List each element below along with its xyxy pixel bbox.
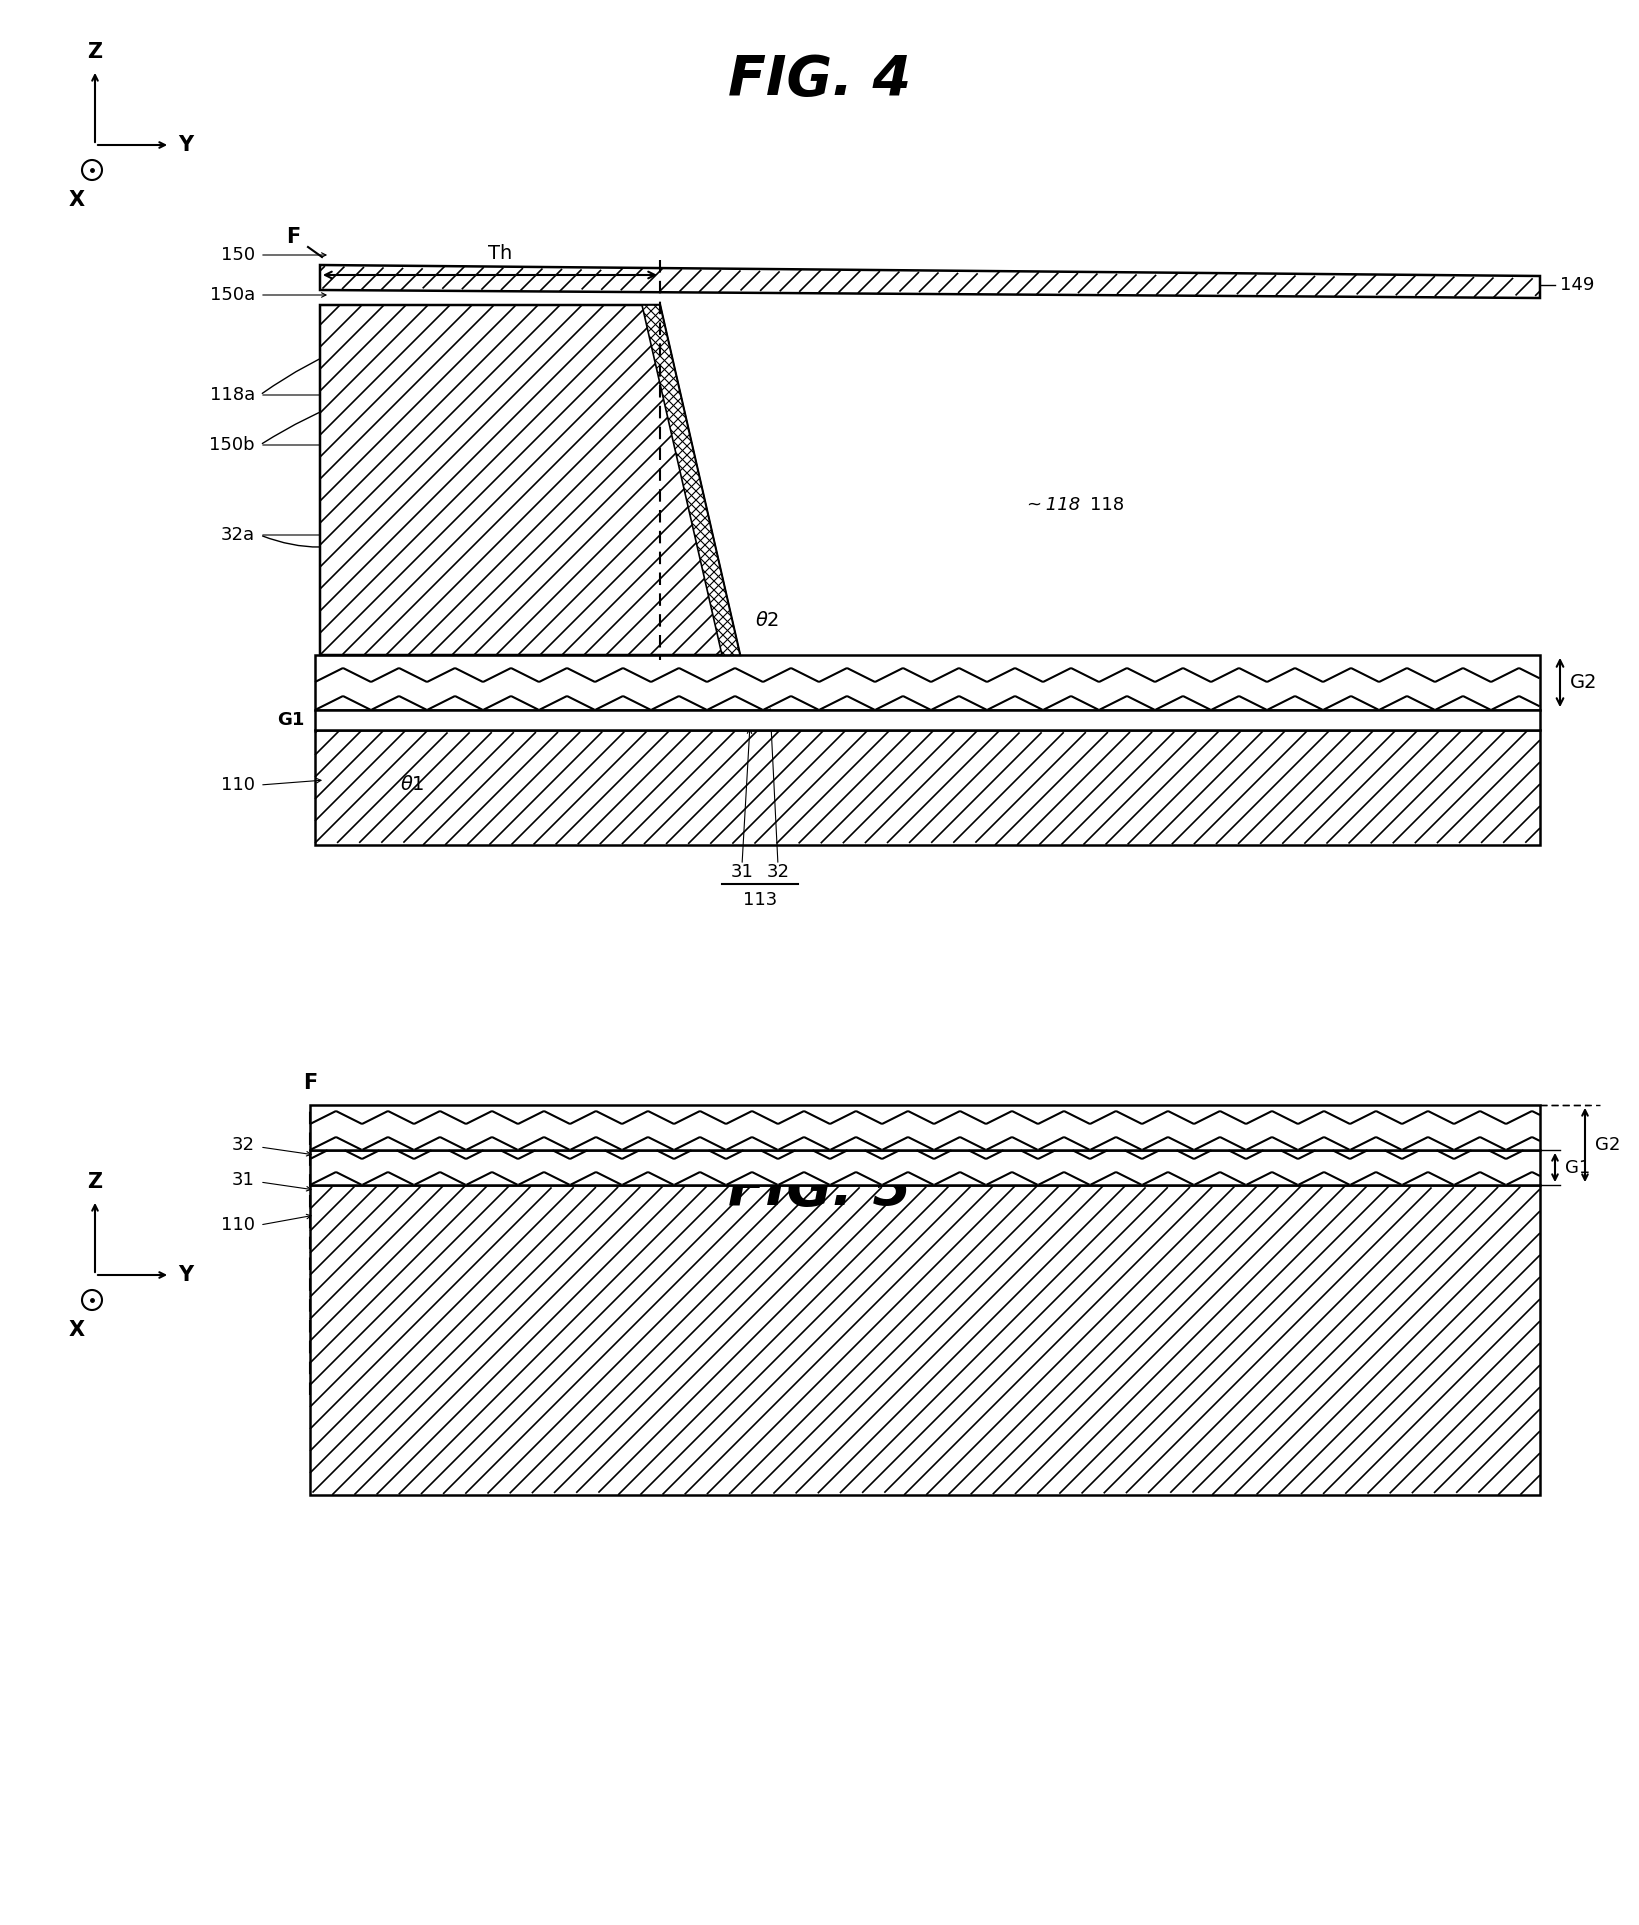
Text: 31: 31 xyxy=(233,1170,254,1190)
Polygon shape xyxy=(310,1149,1539,1186)
Text: X: X xyxy=(69,191,85,210)
Polygon shape xyxy=(315,710,1539,730)
Polygon shape xyxy=(320,266,1539,298)
Text: G1: G1 xyxy=(1564,1159,1590,1176)
Text: Z: Z xyxy=(87,42,103,62)
Text: 32: 32 xyxy=(765,862,788,882)
Text: Z: Z xyxy=(87,1172,103,1192)
Text: G2: G2 xyxy=(1595,1136,1619,1153)
Text: F: F xyxy=(303,1072,316,1093)
Text: 150b: 150b xyxy=(210,435,254,454)
Text: Y: Y xyxy=(179,1265,193,1286)
Text: G1: G1 xyxy=(277,710,305,730)
Text: 31: 31 xyxy=(729,862,752,882)
Text: Y: Y xyxy=(179,135,193,156)
Text: Th: Th xyxy=(487,244,511,264)
Text: X: X xyxy=(69,1321,85,1340)
Text: $\theta$1: $\theta$1 xyxy=(400,776,425,795)
Text: $\theta$2: $\theta$2 xyxy=(754,610,779,629)
Text: FIG. 4: FIG. 4 xyxy=(728,54,911,108)
Text: ~ 118: ~ 118 xyxy=(1026,497,1080,514)
Text: F: F xyxy=(285,227,300,246)
Polygon shape xyxy=(310,1105,1539,1149)
Polygon shape xyxy=(641,304,739,654)
Text: 118a: 118a xyxy=(210,387,254,404)
Text: 110: 110 xyxy=(221,776,254,793)
Text: 118: 118 xyxy=(1090,497,1123,514)
Polygon shape xyxy=(310,1186,1539,1496)
Text: 150a: 150a xyxy=(210,287,254,304)
Text: 32a: 32a xyxy=(221,526,254,545)
Text: 149: 149 xyxy=(1559,275,1593,295)
Text: 32: 32 xyxy=(231,1136,254,1153)
Polygon shape xyxy=(315,654,1539,710)
Text: G2: G2 xyxy=(1569,674,1596,693)
Polygon shape xyxy=(320,304,739,654)
Text: 110: 110 xyxy=(221,1217,254,1234)
Text: FIG. 5: FIG. 5 xyxy=(728,1163,911,1217)
Text: 113: 113 xyxy=(742,891,777,909)
Text: 150: 150 xyxy=(221,246,254,264)
Polygon shape xyxy=(315,730,1539,845)
